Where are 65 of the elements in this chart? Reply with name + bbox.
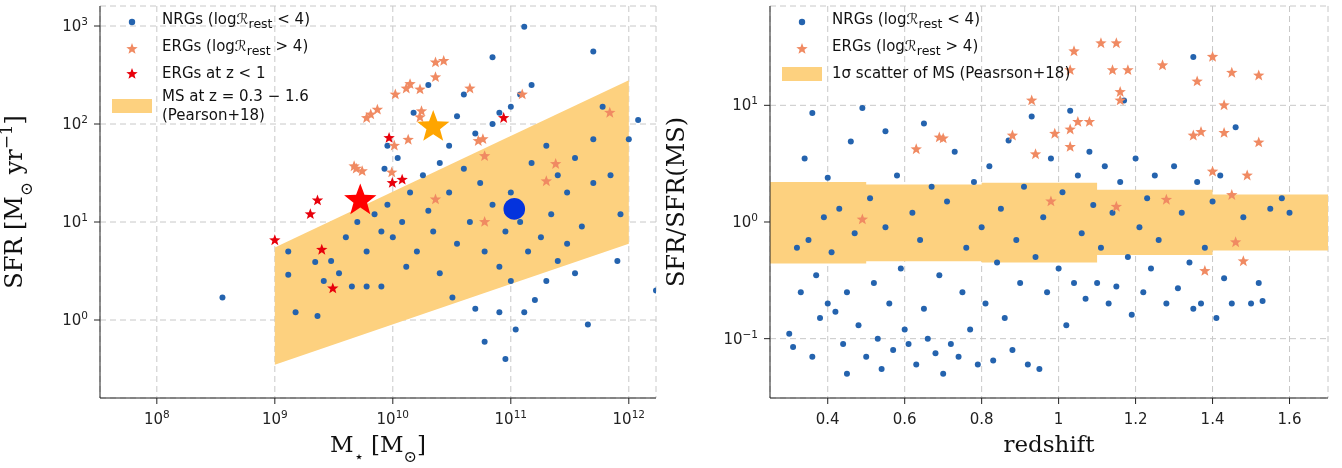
point	[1156, 59, 1169, 71]
point	[1253, 69, 1265, 81]
point	[1226, 66, 1238, 78]
point	[1029, 148, 1042, 160]
point	[1114, 86, 1126, 97]
point	[1110, 200, 1123, 212]
x-tick-label: 0.6	[892, 410, 917, 428]
point	[1187, 129, 1200, 141]
point	[1206, 50, 1219, 62]
legend-label: NRGs (logℛ$_{rest}$ < 4)	[832, 10, 981, 33]
y-axis-title: SFR/SFR(MS)	[662, 116, 690, 288]
y-tick-label: 10$^{−1}$	[723, 327, 758, 348]
point	[856, 213, 869, 225]
point	[1199, 265, 1211, 276]
point	[1072, 115, 1084, 127]
x-tick-label: 0.8	[969, 410, 994, 428]
point	[1083, 115, 1096, 127]
x-tick-label: 10$^{10}$	[376, 408, 410, 428]
y-tick-label: 10$^{0}$	[62, 309, 88, 329]
point	[1206, 165, 1219, 177]
y-tick-label: 10$^{0}$	[732, 210, 758, 231]
x-tick-label: 10$^{11}$	[494, 408, 528, 428]
point	[1122, 64, 1134, 76]
point	[1218, 99, 1230, 111]
x-tick-label: 10$^{9}$	[261, 408, 288, 428]
y-tick-label: 10$^{3}$	[62, 15, 88, 35]
point	[1114, 94, 1126, 106]
x-tick-label: 1.4	[1200, 410, 1225, 428]
point	[1049, 127, 1061, 139]
point	[1025, 94, 1038, 106]
legend-label: NRGs (logℛ$_{rest}$ < 4)	[162, 10, 311, 33]
y-tick-label: 10$^{1}$	[62, 211, 88, 231]
x-axis-title: M$_{⋆}$ [M$_{⊙}$]	[330, 431, 426, 466]
point	[1253, 136, 1265, 148]
legend-label: ERGs at z < 1	[162, 64, 266, 83]
x-tick-label: 1.6	[1277, 410, 1302, 428]
point	[1241, 169, 1253, 181]
x-tick-label: 1	[1053, 410, 1064, 428]
y-tick-label: 10$^{1}$	[732, 94, 758, 115]
point	[1064, 123, 1076, 135]
point	[1195, 126, 1207, 137]
x-tick-label: 10$^{8}$	[143, 408, 170, 428]
point	[910, 143, 922, 155]
point	[1006, 129, 1019, 141]
point	[1218, 126, 1230, 138]
point	[1110, 37, 1123, 49]
legend-label: ERGs (logℛ$_{rest}$ > 4)	[832, 37, 979, 60]
point	[1095, 37, 1107, 49]
y-tick-label: 10$^{2}$	[62, 113, 88, 133]
x-tick-label: 0.4	[815, 410, 840, 428]
point	[1045, 195, 1057, 207]
point	[1160, 193, 1173, 205]
point	[1229, 236, 1242, 248]
point	[1064, 140, 1076, 152]
x-tick-label: 1.2	[1123, 410, 1148, 428]
x-tick-label: 10$^{12}$	[612, 408, 646, 428]
point	[1068, 45, 1080, 57]
x-axis-title: redshift	[1003, 431, 1096, 457]
point	[1237, 255, 1250, 267]
point	[1226, 189, 1238, 200]
point	[1106, 64, 1119, 76]
legend-label: ERGs (logℛ$_{rest}$ > 4)	[162, 37, 309, 60]
point	[1191, 75, 1203, 87]
legend-label: MS at z = 0.3 − 1.6 (Pearson+18)	[162, 87, 309, 125]
legend-label: 1σ scatter of MS (Peasrson+18)	[832, 64, 1071, 83]
